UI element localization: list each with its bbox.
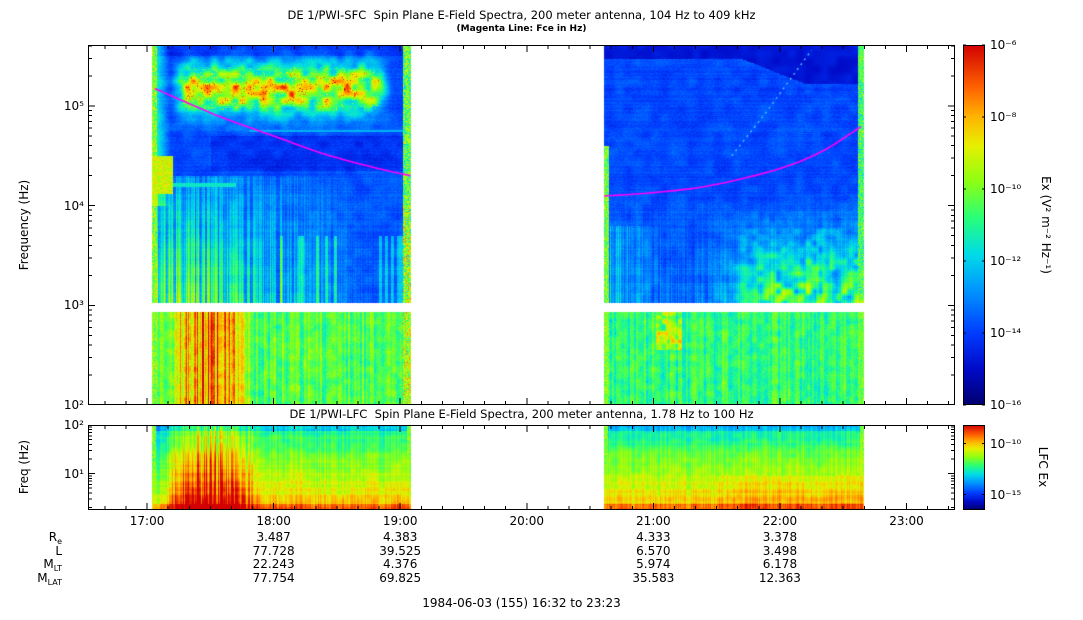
ephemeris-label-MLAT: MLAT [37,570,62,587]
ephemeris-value-Re-2: 4.333 [636,530,671,544]
sfc-ytick-label-2: 10² [63,398,84,412]
sfc-cbar-tick-label-4: 10⁻¹⁴ [990,326,1022,340]
ephemeris-label-Re: Re [48,530,62,546]
sfc-cbar-tick-label-2: 10⁻¹⁰ [990,182,1022,196]
sfc-ytick-label-3: 10³ [63,298,84,313]
sfc-subtitle: (Magenta Line: Fce in Hz) [456,24,587,34]
sfc-cbar-tick-label-5: 10⁻¹⁶ [990,398,1022,412]
time-range-caption: 1984-06-03 (155) 16:32 to 23:23 [422,596,621,610]
xtick-label-21: 21:00 [636,514,671,528]
ephemeris-value-L-2: 6.570 [636,543,671,558]
ephemeris-label-L: L [55,543,62,558]
xtick-label-19: 19:00 [382,514,418,528]
ephemeris-value-MLT-3: 6.178 [762,557,798,571]
lfc-title: DE 1/PWI-LFC Spin Plane E-Field Spectra,… [289,407,754,421]
ephemeris-value-L-0: 77.728 [252,543,295,558]
lfc-cbar-tick-label-1: 10⁻¹⁵ [990,487,1022,502]
lfc-ytick-label-2: 10² [63,418,84,432]
sfc-cbar-tick-label-0: 10⁻⁶ [990,38,1017,52]
ephemeris-value-MLAT-2: 35.583 [632,570,675,585]
ephemeris-value-Re-3: 3.378 [762,530,798,544]
xtick-label-22: 22:00 [762,514,798,528]
sfc-title: DE 1/PWI-SFC Spin Plane E-Field Spectra,… [287,8,756,22]
ephemeris-value-MLT-1: 4.376 [383,557,418,571]
xtick-label-17: 17:00 [129,514,165,528]
xtick-label-20: 20:00 [509,514,545,528]
sfc-cbar-tick-label-1: 10⁻⁸ [990,110,1017,124]
xtick-label-18: 18:00 [256,514,291,528]
ephemeris-value-MLAT-0: 77.754 [252,570,295,585]
ephemeris-value-MLT-0: 22.243 [252,557,295,571]
sfc-ytick-label-4: 10⁴ [63,198,84,213]
lfc-cbar-tick-label-0: 10⁻¹⁰ [990,436,1022,451]
ephemeris-value-Re-0: 3.487 [256,530,291,544]
ephemeris-value-L-3: 3.498 [762,543,798,558]
ephemeris-value-MLT-2: 5.974 [636,557,671,571]
sfc-ytick-label-5: 10⁵ [63,98,84,113]
sfc-cbar-tick-label-3: 10⁻¹² [990,254,1022,268]
xtick-label-23: 23:00 [889,514,924,528]
ephemeris-value-MLAT-3: 12.363 [758,570,801,585]
lfc-ytick-label-1: 10¹ [63,466,84,481]
ephemeris-value-MLAT-1: 69.825 [379,570,422,585]
ephemeris-value-L-1: 39.525 [379,543,422,558]
ephemeris-value-Re-1: 4.383 [383,530,418,544]
ephemeris-label-MLT: MLT [43,557,62,573]
